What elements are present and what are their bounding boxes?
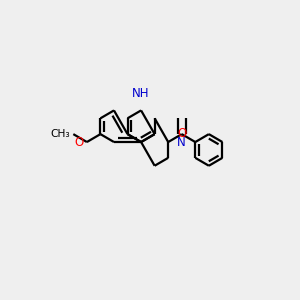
Text: N: N [177,136,186,148]
Text: CH₃: CH₃ [51,129,70,139]
Text: O: O [177,127,186,140]
Text: NH: NH [132,87,150,100]
Text: O: O [75,136,84,148]
